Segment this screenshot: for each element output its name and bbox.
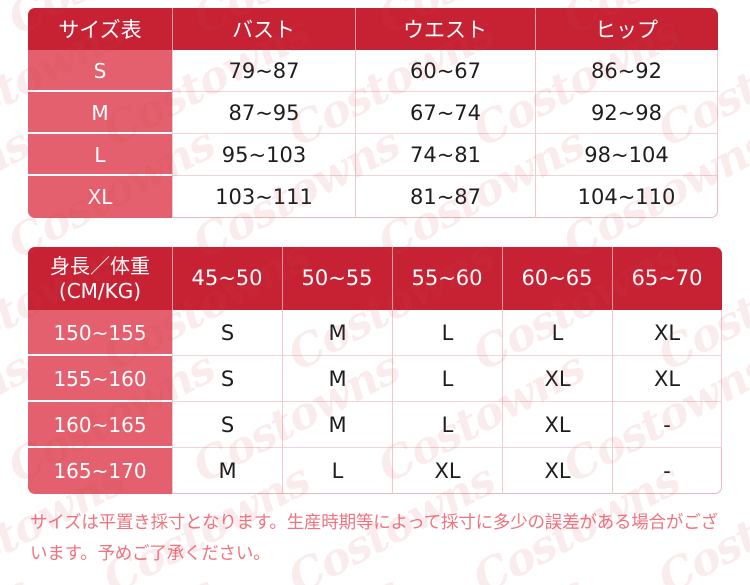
recommended-size-cell: L — [392, 356, 502, 402]
measurement-size-label: L — [28, 134, 172, 176]
measurement-header-size: サイズ表 — [28, 8, 172, 50]
measurement-bust-value: 87~95 — [172, 92, 355, 134]
measurement-hip-value: 86~92 — [535, 50, 718, 92]
height-range-label: 160~165 — [28, 402, 172, 448]
recommended-size-cell: L — [392, 402, 502, 448]
measurement-header-row: サイズ表 バスト ウエスト ヒップ — [28, 8, 718, 50]
measurement-waist-value: 74~81 — [355, 134, 535, 176]
measurement-hip-value: 104~110 — [535, 176, 718, 218]
measurement-table-head: サイズ表 バスト ウエスト ヒップ — [28, 8, 718, 50]
corner-header-line-1: 身長／体重 — [50, 254, 150, 279]
height-weight-table-body: 150~155 S M L L XL 155~160 S M L XL XL 1… — [28, 310, 722, 494]
recommended-size-cell: XL — [612, 356, 722, 402]
recommended-size-cell: S — [172, 356, 282, 402]
recommended-size-cell: S — [172, 402, 282, 448]
measurement-header-bust: バスト — [172, 8, 355, 50]
measurement-bust-value: 103~111 — [172, 176, 355, 218]
weight-header-50-55: 50~55 — [282, 247, 392, 310]
measurement-hip-value: 92~98 — [535, 92, 718, 134]
measurement-header-waist: ウエスト — [355, 8, 535, 50]
recommended-size-cell: L — [502, 310, 612, 356]
recommended-size-cell: M — [282, 310, 392, 356]
table-row: 150~155 S M L L XL — [28, 310, 722, 356]
recommended-size-cell: - — [612, 448, 722, 494]
recommended-size-cell: XL — [502, 356, 612, 402]
height-range-label: 165~170 — [28, 448, 172, 494]
table-row: XL 103~111 81~87 104~110 — [28, 176, 718, 218]
recommended-size-cell: XL — [392, 448, 502, 494]
recommended-size-cell: XL — [502, 448, 612, 494]
recommended-size-cell: S — [172, 310, 282, 356]
weight-header-65-70: 65~70 — [612, 247, 722, 310]
measurement-disclaimer-note: サイズは平置き採寸となります。生産時期等によって採寸に多少の誤差がある場合がござ… — [30, 513, 718, 564]
measurement-waist-value: 81~87 — [355, 176, 535, 218]
measurement-hip-value: 98~104 — [535, 134, 718, 176]
measurement-size-label: XL — [28, 176, 172, 218]
table-row: L 95~103 74~81 98~104 — [28, 134, 718, 176]
height-weight-header-row: 身長／体重 (CM/KG) 45~50 50~55 55~60 60~65 65… — [28, 247, 722, 310]
table-row: 160~165 S M L XL - — [28, 402, 722, 448]
measurement-table: サイズ表 バスト ウエスト ヒップ S 79~87 60~67 86~92 M … — [28, 8, 718, 218]
weight-header-60-65: 60~65 — [502, 247, 612, 310]
weight-header-45-50: 45~50 — [172, 247, 282, 310]
height-weight-table-head: 身長／体重 (CM/KG) 45~50 50~55 55~60 60~65 65… — [28, 247, 722, 310]
corner-header-line-2: (CM/KG) — [58, 278, 142, 303]
measurement-waist-value: 60~67 — [355, 50, 535, 92]
measurement-bust-value: 79~87 — [172, 50, 355, 92]
recommended-size-cell: XL — [612, 310, 722, 356]
table-row: M 87~95 67~74 92~98 — [28, 92, 718, 134]
recommended-size-cell: L — [392, 310, 502, 356]
table-row: 165~170 M L XL XL - — [28, 448, 722, 494]
measurement-table-body: S 79~87 60~67 86~92 M 87~95 67~74 92~98 … — [28, 50, 718, 218]
recommended-size-cell: M — [172, 448, 282, 494]
measurement-bust-value: 95~103 — [172, 134, 355, 176]
recommended-size-cell: M — [282, 356, 392, 402]
recommended-size-cell: L — [282, 448, 392, 494]
measurement-size-label: M — [28, 92, 172, 134]
height-range-label: 150~155 — [28, 310, 172, 356]
recommended-size-cell: M — [282, 402, 392, 448]
height-range-label: 155~160 — [28, 356, 172, 402]
recommended-size-cell: - — [612, 402, 722, 448]
weight-header-55-60: 55~60 — [392, 247, 502, 310]
height-weight-corner-header: 身長／体重 (CM/KG) — [28, 247, 172, 310]
measurement-header-hip: ヒップ — [535, 8, 718, 50]
table-row: S 79~87 60~67 86~92 — [28, 50, 718, 92]
table-row: 155~160 S M L XL XL — [28, 356, 722, 402]
measurement-size-label: S — [28, 50, 172, 92]
recommended-size-cell: XL — [502, 402, 612, 448]
height-weight-table: 身長／体重 (CM/KG) 45~50 50~55 55~60 60~65 65… — [28, 247, 722, 494]
measurement-waist-value: 67~74 — [355, 92, 535, 134]
